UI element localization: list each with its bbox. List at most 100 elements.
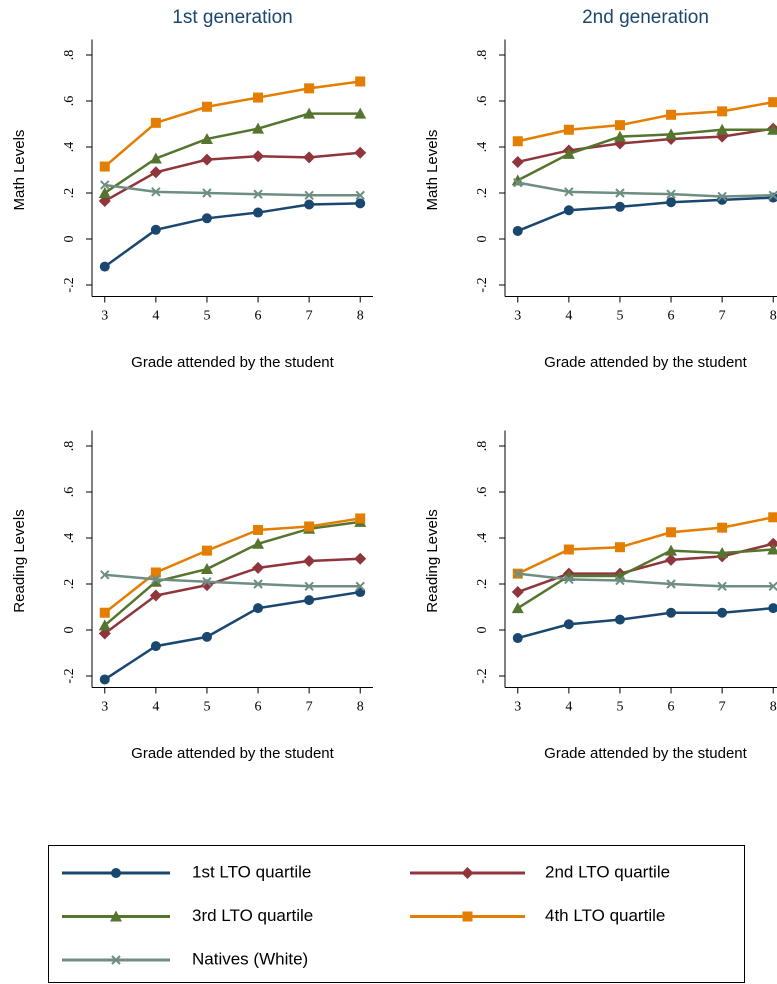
x-tick-label: 3 bbox=[101, 700, 108, 715]
y-tick-label: .4 bbox=[475, 533, 490, 544]
point bbox=[614, 614, 625, 625]
x-tick-label: 3 bbox=[101, 309, 108, 324]
point bbox=[768, 512, 777, 523]
x-tick-label: 7 bbox=[719, 309, 726, 324]
point bbox=[98, 619, 111, 631]
series-line bbox=[103, 80, 361, 168]
point bbox=[355, 581, 365, 592]
point bbox=[563, 124, 574, 135]
series-line bbox=[517, 181, 774, 198]
point bbox=[202, 576, 212, 587]
legend-marker bbox=[111, 868, 121, 878]
point bbox=[614, 201, 625, 212]
point bbox=[767, 543, 777, 555]
point bbox=[304, 521, 315, 532]
point bbox=[716, 123, 729, 135]
point bbox=[151, 574, 161, 585]
legend-label: Natives (White) bbox=[192, 949, 308, 968]
point bbox=[150, 567, 161, 578]
series-line bbox=[104, 590, 361, 681]
y-tick-label: .2 bbox=[475, 188, 490, 199]
panel-title: 1st generation bbox=[172, 7, 292, 28]
point bbox=[513, 568, 523, 579]
series-line bbox=[517, 542, 774, 594]
series-line bbox=[517, 196, 774, 233]
series-line bbox=[517, 548, 774, 610]
legend-label: 1st LTO quartile bbox=[192, 862, 311, 881]
y-tick-label: -.2 bbox=[475, 668, 490, 683]
point bbox=[201, 213, 212, 224]
point bbox=[98, 195, 111, 208]
point bbox=[768, 97, 777, 108]
y-tick-label: -.2 bbox=[62, 668, 77, 683]
x-tick-label: 8 bbox=[770, 309, 777, 324]
x-tick-label: 3 bbox=[514, 700, 521, 715]
point bbox=[666, 527, 677, 538]
point bbox=[253, 579, 263, 589]
point bbox=[614, 120, 625, 131]
x-tick-label: 4 bbox=[565, 700, 572, 715]
point bbox=[150, 641, 161, 652]
point bbox=[355, 198, 366, 209]
y-tick-label: .6 bbox=[475, 487, 490, 498]
series-line bbox=[517, 606, 774, 640]
series-line bbox=[104, 557, 361, 635]
point bbox=[562, 147, 575, 159]
y-tick-label: .4 bbox=[475, 142, 490, 153]
point bbox=[99, 261, 110, 272]
series-line bbox=[104, 202, 361, 268]
point bbox=[303, 555, 316, 567]
point bbox=[355, 190, 365, 201]
series-line bbox=[517, 100, 774, 143]
point bbox=[202, 188, 212, 198]
point bbox=[767, 123, 777, 135]
series-line bbox=[517, 127, 774, 164]
y-axis-label: Math Levels bbox=[424, 130, 441, 211]
x-tick-label: 5 bbox=[203, 309, 210, 324]
point bbox=[304, 581, 314, 592]
point bbox=[354, 146, 367, 159]
point bbox=[201, 631, 212, 642]
y-axis-label: Reading Levels bbox=[424, 509, 441, 612]
point bbox=[717, 191, 727, 202]
point bbox=[150, 117, 161, 128]
y-axis-label: Math Levels bbox=[11, 130, 28, 211]
point bbox=[252, 150, 265, 163]
point bbox=[511, 586, 524, 599]
y-tick-label: .2 bbox=[62, 188, 77, 199]
x-tick-label: 6 bbox=[255, 309, 262, 324]
x-tick-label: 5 bbox=[616, 309, 623, 324]
legend-marker bbox=[462, 911, 473, 922]
point bbox=[564, 574, 574, 585]
x-tick-label: 8 bbox=[357, 309, 364, 324]
point bbox=[149, 152, 162, 164]
point bbox=[303, 151, 316, 164]
point bbox=[355, 513, 366, 524]
point bbox=[99, 161, 110, 172]
point bbox=[151, 187, 161, 197]
point bbox=[768, 190, 777, 201]
y-tick-label: .6 bbox=[62, 96, 77, 107]
point bbox=[304, 595, 315, 606]
point bbox=[512, 136, 523, 147]
point bbox=[614, 542, 625, 553]
x-tick-label: 7 bbox=[719, 700, 726, 715]
point bbox=[666, 109, 677, 120]
point bbox=[253, 207, 264, 218]
point bbox=[354, 552, 367, 565]
x-tick-label: 8 bbox=[357, 700, 364, 715]
x-tick-label: 8 bbox=[770, 700, 777, 715]
point bbox=[100, 570, 110, 580]
series-line bbox=[104, 112, 361, 195]
point bbox=[304, 83, 315, 94]
point bbox=[304, 199, 315, 210]
point bbox=[149, 589, 162, 602]
point bbox=[303, 107, 316, 119]
series-line bbox=[517, 128, 774, 182]
point bbox=[615, 188, 625, 198]
legend-marker bbox=[110, 910, 122, 922]
point bbox=[512, 225, 523, 236]
point bbox=[613, 130, 626, 142]
x-axis-label: Grade attended by the student bbox=[544, 745, 747, 762]
